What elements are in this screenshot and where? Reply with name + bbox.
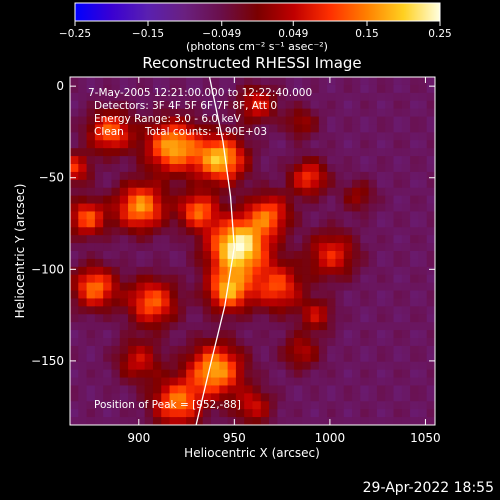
colorbar-ticks: −0.25 −0.15 −0.049 0.049 0.15 0.25 bbox=[59, 21, 452, 40]
y-tick-label: −150 bbox=[31, 354, 64, 368]
solar-limb-curve bbox=[195, 77, 235, 425]
footer-timestamp: 29-Apr-2022 18:55 bbox=[362, 480, 494, 496]
annotation-total-counts: Total counts: 1.90E+03 bbox=[144, 126, 267, 138]
colorbar-tick-label: 0.049 bbox=[278, 28, 308, 40]
chart-title: Reconstructed RHESSI Image bbox=[142, 54, 361, 72]
y-tick-label: −50 bbox=[39, 171, 64, 185]
annotation-time-range: 7-May-2005 12:21:00.000 to 12:22:40.000 bbox=[88, 87, 312, 99]
colorbar-tick-label: −0.049 bbox=[202, 28, 241, 40]
x-tick-label: 950 bbox=[223, 431, 246, 445]
annotation-detectors: Detectors: 3F 4F 5F 6F 7F 8F, Att 0 bbox=[94, 100, 277, 112]
annotation-clean: Clean bbox=[94, 126, 124, 138]
axis-ticks: 900 950 1000 1050 0 −50 −100 −150 bbox=[31, 77, 441, 445]
plot-frame bbox=[69, 76, 436, 426]
peak-position-label: Position of Peak = [952,-88] bbox=[94, 399, 241, 411]
x-tick-label: 1000 bbox=[315, 431, 346, 445]
y-axis-label: Heliocentric Y (arcsec) bbox=[13, 184, 27, 319]
colorbar-tick-label: −0.25 bbox=[59, 28, 91, 40]
colorbar-tick-label: 0.15 bbox=[355, 28, 378, 40]
heatmap-cells bbox=[70, 77, 435, 425]
annotation-energy-range: Energy Range: 3.0 - 6.0 keV bbox=[94, 113, 242, 125]
x-tick-label: 900 bbox=[127, 431, 150, 445]
colorbar bbox=[74, 2, 441, 22]
heatmap-area bbox=[70, 77, 435, 425]
colorbar-tick-label: 0.25 bbox=[428, 28, 451, 40]
y-tick-label: −100 bbox=[31, 262, 64, 276]
colorbar-label: (photons cm⁻² s⁻¹ asec⁻²) bbox=[186, 40, 328, 53]
y-tick-label: 0 bbox=[56, 79, 64, 93]
x-tick-label: 1050 bbox=[410, 431, 441, 445]
x-axis-label: Heliocentric X (arcsec) bbox=[184, 446, 320, 460]
colorbar-tick-label: −0.15 bbox=[132, 28, 164, 40]
